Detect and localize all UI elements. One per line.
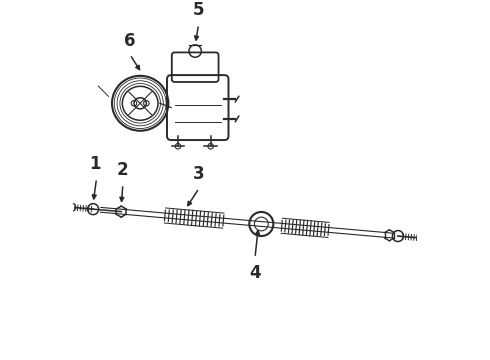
Text: 2: 2 [117, 161, 129, 179]
Text: 1: 1 [89, 156, 100, 174]
Text: 6: 6 [124, 32, 136, 50]
Text: 4: 4 [249, 264, 261, 282]
Text: 5: 5 [193, 1, 204, 19]
Text: 3: 3 [194, 165, 205, 183]
